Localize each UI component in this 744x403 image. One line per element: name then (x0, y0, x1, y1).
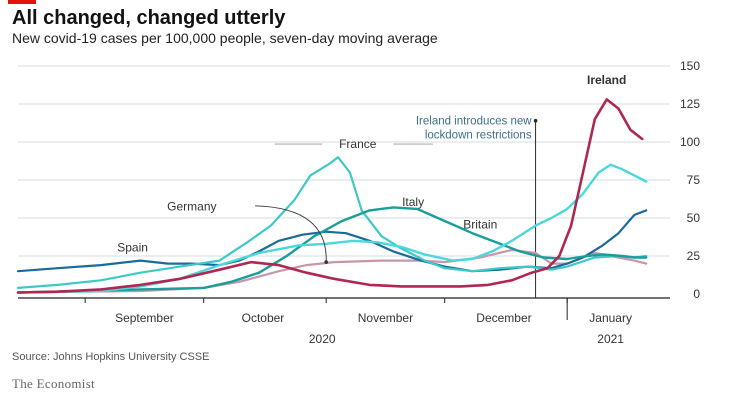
brand-red-tag (8, 0, 36, 4)
series-line-france (16, 156, 648, 289)
source-note: Source: Johns Hopkins University CSSE (12, 351, 210, 363)
series-label-italy: Italy (402, 195, 424, 209)
annotation-dot (533, 118, 538, 123)
y-tick-label: 50 (687, 211, 701, 225)
series-label-germany: Germany (167, 199, 216, 213)
gridlines: 0 25 50 75 100 125 150 (18, 59, 700, 301)
y-tick-label: 100 (680, 135, 700, 149)
x-tick-label: October (242, 311, 285, 325)
series-labels: Germany Spain France Italy Britain Ireland (117, 73, 626, 264)
series-lines (16, 98, 648, 294)
series-line-ireland (16, 98, 644, 294)
axes: September October November December January 2… (18, 297, 670, 346)
annotation-text: lockdown restrictions (425, 130, 532, 142)
series-label-ireland: Ireland (587, 73, 626, 87)
y-tick-label: 125 (680, 97, 700, 111)
y-tick-label: 25 (687, 249, 701, 263)
germany-leader-line (255, 205, 327, 263)
series-label-france: France (339, 137, 377, 151)
x-year-label: 2021 (597, 332, 624, 346)
x-tick-label: December (476, 311, 531, 325)
x-tick-label: November (358, 311, 413, 325)
y-tick-label: 0 (693, 287, 700, 301)
x-tick-label: September (115, 311, 174, 325)
chart-subtitle: New covid-19 cases per 100,000 people, s… (12, 30, 438, 46)
annotation-text: Ireland introduces new (416, 116, 532, 128)
series-label-britain: Britain (463, 218, 497, 232)
x-year-label: 2020 (309, 332, 336, 346)
chart-title: All changed, changed utterly (12, 7, 286, 29)
y-tick-label: 75 (687, 173, 701, 187)
germany-leader-dot (324, 260, 328, 264)
y-tick-label: 150 (680, 59, 700, 73)
series-label-spain: Spain (117, 240, 148, 254)
x-tick-label: January (589, 311, 632, 325)
publisher-brand: The Economist (12, 376, 95, 391)
series-line-britain (16, 163, 648, 294)
series-line-italy (16, 206, 648, 294)
